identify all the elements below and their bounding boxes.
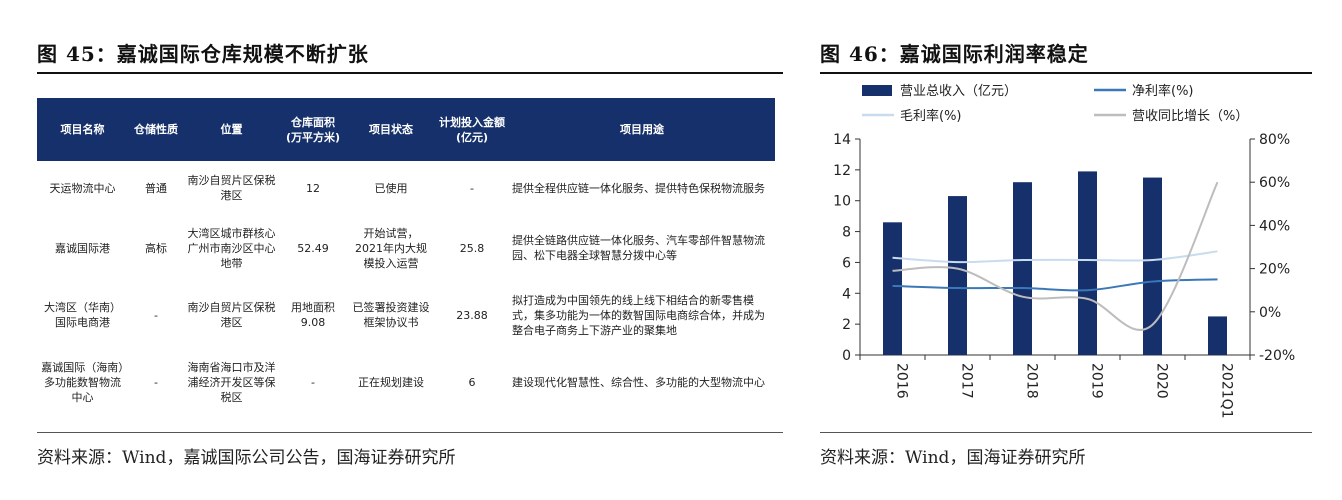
header-cell: 项目状态 [347, 98, 435, 161]
legend-gross-margin-label: 毛利率(%) [900, 108, 962, 124]
table-row: 嘉诚国际（海南）多功能数智物流中心 - 海南省海口市及洋浦经济开发区等保税区 -… [37, 349, 775, 415]
left-source-rule [37, 432, 783, 433]
table-cell: 开始试营，2021年内大规模投入运营 [355, 226, 427, 270]
left-y-tick-label: 12 [833, 163, 851, 179]
right-y-tick-label: 40% [1259, 218, 1290, 234]
table-header-row: 项目名称 仓储性质 位置 仓库面积 (万平方米) 项目状态 计划投入金额 (亿元… [37, 98, 775, 161]
table-cell: 嘉诚国际（海南）多功能数智物流中心 [41, 360, 124, 404]
table-cell: 天运物流中心 [49, 181, 116, 195]
table-cell: 提供全链路供应链一体化服务、汽车零部件智慧物流园、松下电器全球智慧分拨中心等 [512, 234, 765, 262]
header-cell: 项目用途 [509, 98, 775, 161]
revenue-bar [1208, 316, 1227, 355]
header-cell: 项目名称 [37, 98, 128, 161]
header-cell: 计划投入金额 (亿元) [435, 98, 509, 161]
table-cell: 建设现代化智慧性、综合性、多功能的大型物流中心 [512, 375, 765, 389]
revenue-bar [1013, 182, 1032, 355]
left-y-tick-label: 6 [842, 255, 851, 271]
table-cell: 大湾区（华南）国际电商港 [44, 301, 121, 329]
left-y-tick-label: 10 [833, 194, 851, 210]
table-cell: 拟打造成为中国领先的线上线下相结合的新零售模式，集多功能为一体的数智国际电商综合… [512, 293, 765, 337]
revenue-bar [1143, 177, 1162, 355]
table-cell: - [470, 181, 474, 195]
x-tick-label: 2018 [1024, 363, 1040, 399]
table-cell: - [154, 375, 158, 389]
left-y-tick-label: 4 [842, 286, 851, 302]
right-y-tick-label: 80% [1259, 132, 1290, 148]
left-panel-title: 图 45：嘉诚国际仓库规模不断扩张 [37, 42, 369, 66]
table-cell: 已使用 [374, 181, 408, 195]
left-y-tick-label: 14 [833, 132, 851, 148]
table-cell: 南沙自贸片区保税港区 [187, 174, 276, 202]
table-cell: 已签署投资建设框架协议书 [352, 301, 430, 329]
left-source-note: 资料来源：Wind，嘉诚国际公司公告，国海证券研究所 [37, 448, 456, 468]
table-cell: 12 [306, 181, 320, 195]
table-cell: 高标 [145, 241, 167, 255]
revenue-growth-line [892, 181, 1219, 331]
right-source-note: 资料来源：Wind，国海证券研究所 [820, 448, 1086, 468]
table-cell: 普通 [145, 181, 167, 195]
table-cell: 52.49 [297, 241, 329, 255]
x-tick-label: 2017 [959, 363, 975, 399]
x-tick-label: 2020 [1154, 363, 1170, 399]
net-margin-line [892, 278, 1218, 292]
header-cell: 仓储性质 [128, 98, 184, 161]
revenue-bar [1078, 171, 1097, 355]
table-row: 大湾区（华南）国际电商港 - 南沙自贸片区保税港区 用地面积9.08 已签署投资… [37, 281, 775, 349]
x-tick-label: 2021Q1 [1219, 363, 1235, 419]
revenue-bar [883, 222, 902, 355]
right-y-tick-label: 60% [1259, 175, 1290, 191]
left-y-tick-label: 8 [842, 225, 851, 241]
right-y-tick-label: 20% [1259, 262, 1290, 278]
table-cell: 25.8 [459, 241, 485, 255]
warehouse-table: 项目名称 仓储性质 位置 仓库面积 (万平方米) 项目状态 计划投入金额 (亿元… [37, 98, 775, 415]
gross-margin-line [892, 250, 1218, 264]
header-cell: 仓库面积 (万平方米) [279, 98, 347, 161]
right-panel-title: 图 46：嘉诚国际利润率稳定 [820, 42, 1089, 66]
profit-margin-chart: 0 2 4 6 8 10 12 14 -20% 0% 20% 40% 60% 80% 2016 2017 201… [833, 83, 1295, 419]
table-cell: 6 [468, 375, 476, 389]
table-cell: 嘉诚国际港 [55, 241, 110, 255]
table-row: 嘉诚国际港 高标 大湾区城市群核心广州市南沙区中心地带 52.49 开始试营，2… [37, 215, 775, 281]
legend-net-margin-label: 净利率(%) [1132, 83, 1194, 99]
header-cell: 位置 [184, 98, 279, 161]
table-cell: 大湾区城市群核心广州市南沙区中心地带 [187, 226, 276, 270]
legend-revenue-swatch [862, 85, 892, 96]
x-tick-label: 2019 [1089, 363, 1105, 399]
right-y-tick-label: -20% [1259, 348, 1295, 364]
revenue-bar [948, 196, 967, 355]
table-cell: 用地面积9.08 [291, 301, 335, 329]
x-tick-label: 2016 [894, 363, 910, 399]
left-y-tick-label: 0 [842, 348, 851, 364]
table-cell: - [154, 308, 158, 322]
right-title-rule [820, 72, 1312, 74]
table-cell: 23.88 [456, 308, 488, 322]
table-row: 天运物流中心 普通 南沙自贸片区保税港区 12 已使用 - 提供全程供应链一体化… [37, 161, 775, 215]
legend-revenue-growth-label: 营收同比增长（%） [1132, 109, 1248, 124]
right-source-rule [820, 432, 1312, 433]
table-cell: 海南省海口市及洋浦经济开发区等保税区 [187, 360, 276, 404]
table-cell: 提供全程供应链一体化服务、提供特色保税物流服务 [512, 181, 765, 195]
legend-revenue-label: 营业总收入（亿元） [900, 84, 1017, 99]
left-title-rule [37, 72, 783, 74]
table-cell: 正在规划建设 [358, 375, 424, 389]
table-cell: - [311, 375, 315, 389]
right-y-tick-label: 0% [1259, 305, 1281, 321]
left-y-tick-label: 2 [842, 317, 851, 333]
table-cell: 南沙自贸片区保税港区 [187, 301, 276, 329]
